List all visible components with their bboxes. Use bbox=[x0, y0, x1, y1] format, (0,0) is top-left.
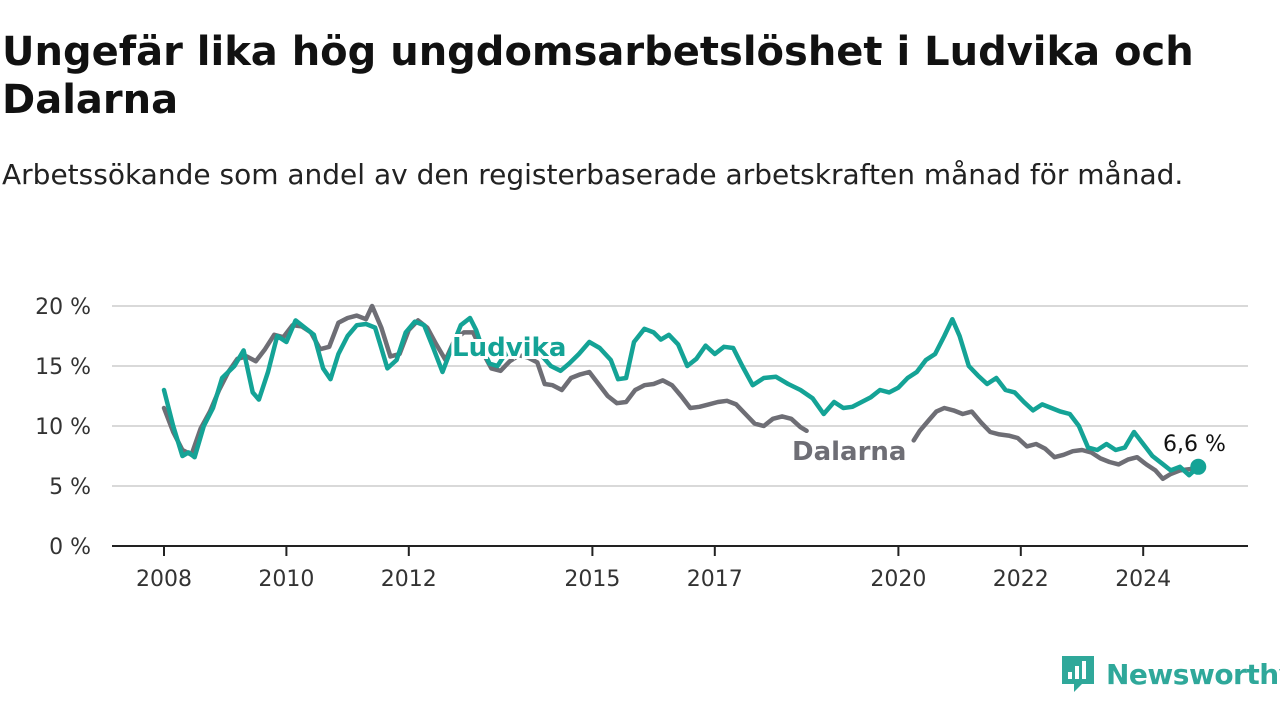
y-tick-label: 5 % bbox=[49, 475, 91, 500]
x-tick-label: 2012 bbox=[381, 567, 437, 592]
series-line-dalarna bbox=[911, 405, 1201, 482]
series-layer bbox=[161, 303, 1207, 482]
y-tick-label: 10 % bbox=[35, 415, 91, 440]
series-line-dalarna bbox=[161, 303, 809, 458]
y-tick-label: 15 % bbox=[35, 355, 91, 380]
brand-name: Newsworthy bbox=[1106, 657, 1280, 691]
y-tick-label: 20 % bbox=[35, 295, 91, 320]
grid-layer: 0 % 5 % 10 % 15 % 20 % 2008 2010 2012 2015 2017 20… bbox=[35, 295, 1248, 592]
series-label-dalarna: Dalarna bbox=[792, 437, 906, 467]
x-tick-label: 2010 bbox=[258, 567, 314, 592]
x-tick-label: 2024 bbox=[1115, 567, 1171, 592]
x-tick-label: 2015 bbox=[564, 567, 620, 592]
page-subtitle: Arbetssökande som andel av den registerb… bbox=[2, 158, 1184, 191]
newsworthy-logo-icon bbox=[1062, 656, 1094, 692]
x-tick-label: 2017 bbox=[687, 567, 743, 592]
series-label-ludvika: Ludvika bbox=[452, 333, 566, 363]
x-tick-label: 2022 bbox=[993, 567, 1049, 592]
series-line-ludvika bbox=[161, 315, 1201, 478]
brand-logo: Newsworthy bbox=[1060, 654, 1280, 694]
x-tick-label: 2020 bbox=[870, 567, 926, 592]
end-value-label: 6,6 % bbox=[1163, 432, 1226, 457]
x-tick-label: 2008 bbox=[136, 567, 192, 592]
y-tick-label: 0 % bbox=[49, 535, 91, 560]
label-layer: Ludvika Dalarna 6,6 % bbox=[449, 330, 1228, 470]
page-title: Ungefär lika hög ungdomsarbetslöshet i L… bbox=[2, 29, 1194, 123]
end-point-marker bbox=[1190, 458, 1207, 475]
